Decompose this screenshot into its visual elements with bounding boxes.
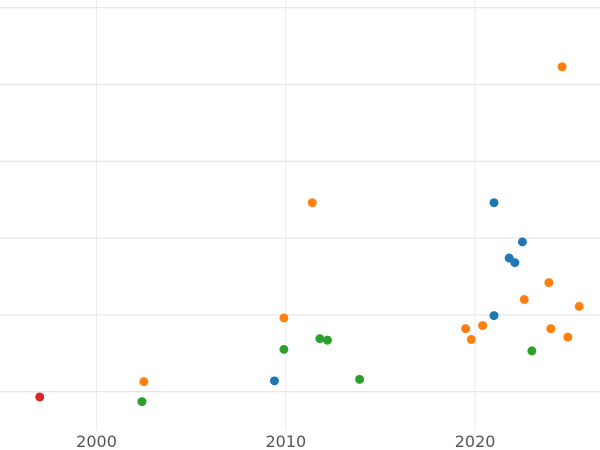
data-point-series-2-5 xyxy=(527,346,537,356)
data-point-series-0-1 xyxy=(489,311,499,321)
data-point-series-2-0 xyxy=(137,397,147,407)
vertical-gridlines xyxy=(96,0,476,430)
x-axis-tick-labels: 2000 2010 2020 xyxy=(76,432,495,450)
data-point-series-0-5 xyxy=(517,237,527,247)
data-point-series-2-3 xyxy=(322,335,332,345)
x-tick-label-2010: 2010 xyxy=(265,432,306,450)
data-point-series-1-0 xyxy=(139,377,149,387)
data-point-series-3-0 xyxy=(35,392,45,402)
data-point-series-1-5 xyxy=(478,321,488,331)
data-point-series-2-4 xyxy=(355,374,365,384)
data-point-series-1-4 xyxy=(466,334,476,344)
data-point-series-1-9 xyxy=(557,62,567,72)
data-points xyxy=(35,62,584,407)
x-tick-label-2000: 2000 xyxy=(76,432,117,450)
data-point-series-2-2 xyxy=(315,334,325,344)
data-point-series-0-4 xyxy=(510,258,520,268)
data-point-series-1-7 xyxy=(544,278,554,288)
x-tick-label-2020: 2020 xyxy=(455,432,496,450)
data-point-series-1-8 xyxy=(546,324,556,334)
data-point-series-1-10 xyxy=(563,332,573,342)
data-point-series-0-0 xyxy=(269,376,279,386)
data-point-series-1-2 xyxy=(307,198,317,208)
data-point-series-2-1 xyxy=(279,344,289,354)
horizontal-gridlines xyxy=(0,7,600,393)
data-point-series-1-1 xyxy=(279,313,289,323)
data-point-series-1-3 xyxy=(461,324,471,334)
data-point-series-0-2 xyxy=(489,198,499,208)
data-point-series-1-6 xyxy=(519,294,529,304)
data-point-series-1-11 xyxy=(574,301,584,311)
